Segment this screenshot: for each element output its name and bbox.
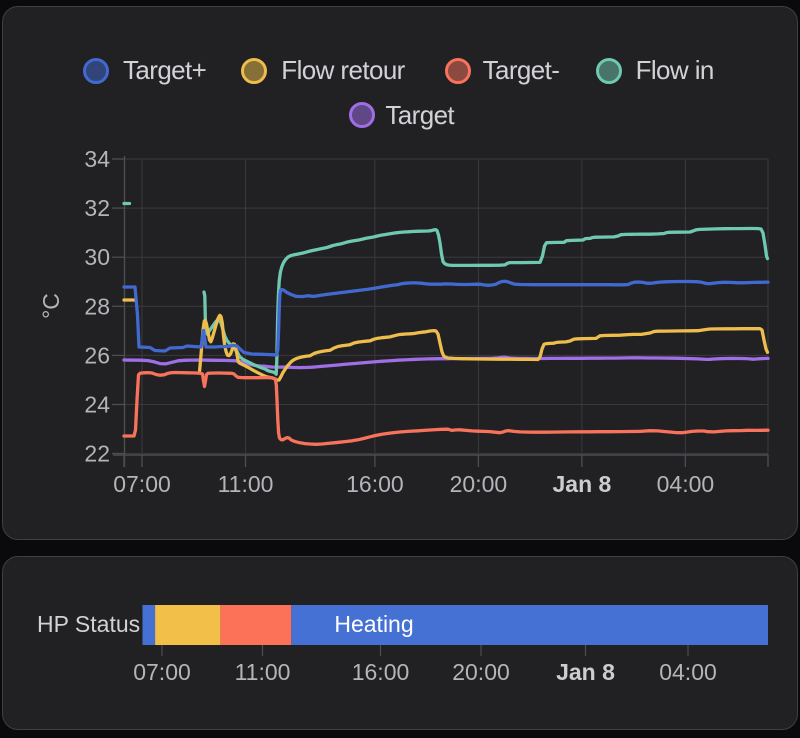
- svg-text:11:00: 11:00: [235, 659, 291, 685]
- svg-text:26: 26: [84, 342, 110, 368]
- svg-text:°C: °C: [38, 293, 64, 319]
- svg-text:Heating: Heating: [334, 611, 413, 637]
- svg-text:Jan 8: Jan 8: [556, 659, 615, 685]
- svg-text:20:00: 20:00: [452, 659, 510, 685]
- svg-text:24: 24: [84, 392, 110, 418]
- svg-text:32: 32: [84, 195, 110, 221]
- svg-text:Jan 8: Jan 8: [552, 471, 611, 497]
- svg-text:16:00: 16:00: [352, 659, 410, 685]
- svg-text:30: 30: [84, 244, 110, 270]
- svg-text:22: 22: [84, 441, 110, 467]
- svg-text:16:00: 16:00: [346, 471, 404, 497]
- svg-text:34: 34: [84, 146, 110, 172]
- svg-text:HP Status: HP Status: [37, 611, 140, 637]
- svg-text:07:00: 07:00: [133, 659, 191, 685]
- svg-text:11:00: 11:00: [218, 471, 274, 497]
- svg-text:20:00: 20:00: [450, 471, 508, 497]
- svg-text:04:00: 04:00: [659, 659, 717, 685]
- svg-text:04:00: 04:00: [657, 471, 715, 497]
- svg-text:28: 28: [84, 293, 110, 319]
- svg-text:07:00: 07:00: [113, 471, 171, 497]
